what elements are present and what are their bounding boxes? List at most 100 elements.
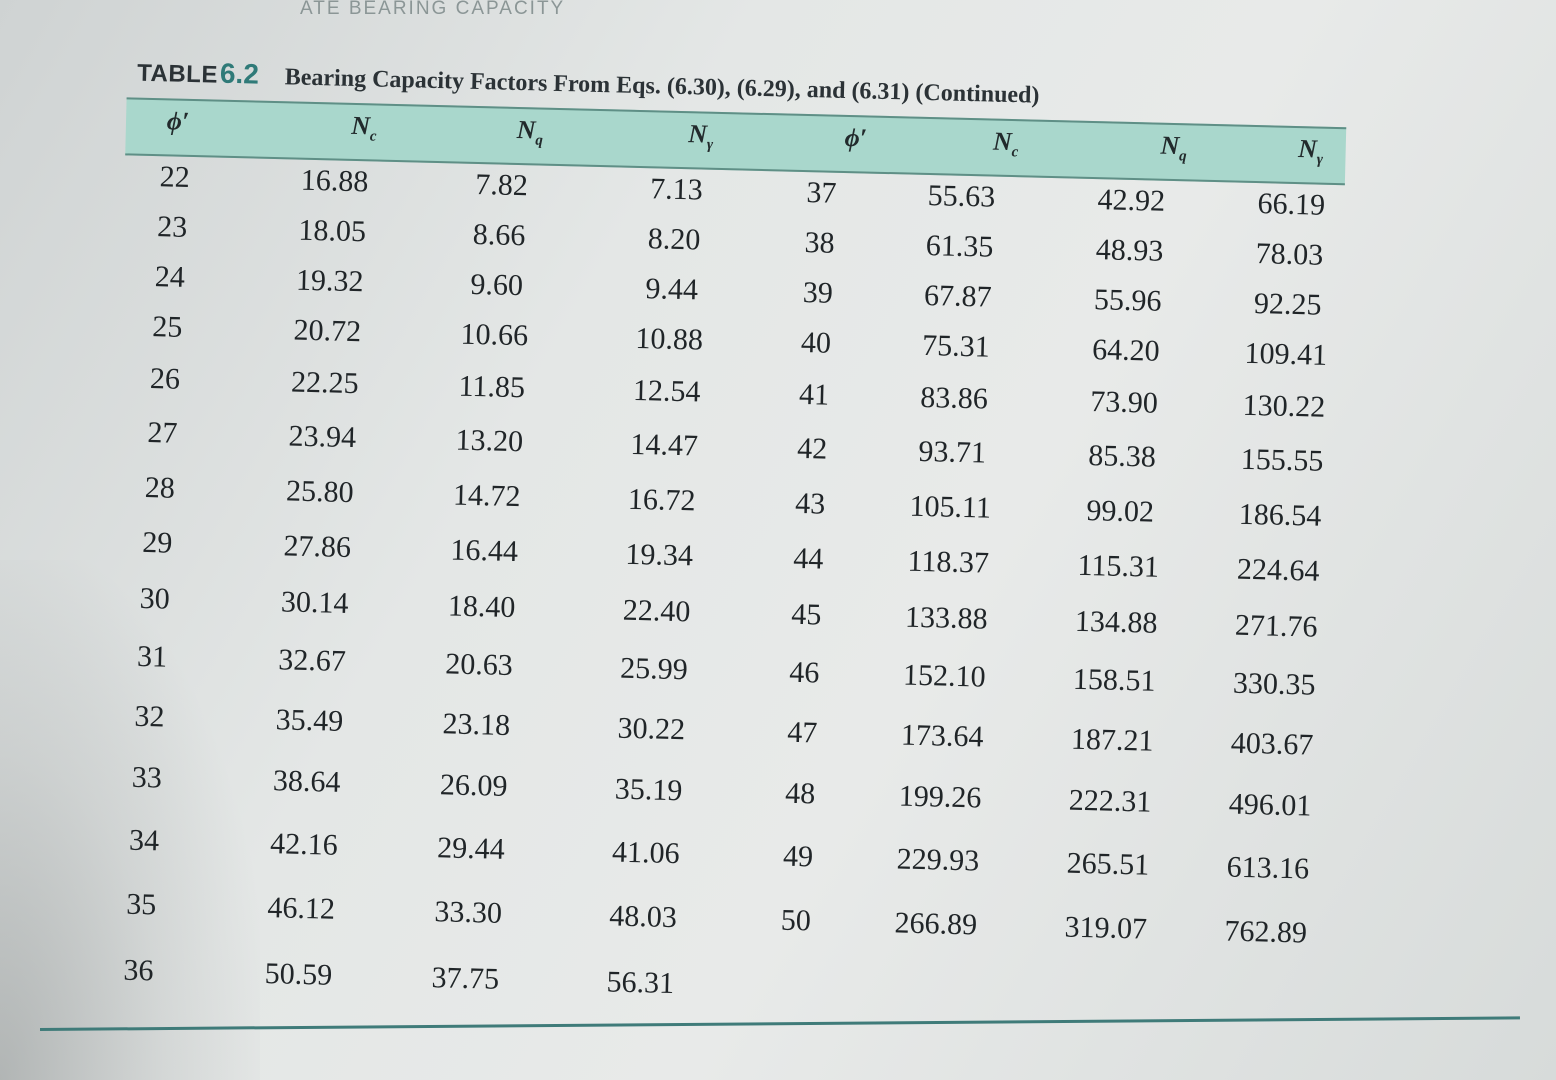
table-cell-nc: 38.64: [272, 764, 341, 799]
table-cell-nq: 11.85: [458, 369, 526, 405]
table-cell-phi: 34: [128, 823, 160, 858]
table-cell-phi2: 38: [804, 226, 836, 260]
table-cell-ng: 56.31: [606, 965, 675, 1001]
header-ngamma-2: Nγ: [1297, 134, 1324, 168]
table-cell-nc2: 266.89: [894, 906, 978, 942]
table-cell-nc2: 55.63: [927, 179, 996, 214]
table-cell-ng: 9.44: [645, 272, 699, 307]
table-cell-nc: 19.32: [295, 263, 364, 299]
table-cell-nc: 23.94: [288, 419, 357, 455]
table-cell-nc: 22.25: [290, 365, 360, 401]
table-cell-nq: 20.63: [444, 647, 514, 683]
table-cell-phi2: 46: [788, 655, 820, 690]
table-cell-phi: 28: [144, 470, 176, 505]
table-cell-ng: 30.22: [617, 711, 686, 747]
table-cell-ng2: 224.64: [1236, 552, 1320, 588]
table-cell-nq: 23.18: [442, 707, 511, 742]
table-cell-nc: 50.59: [264, 957, 333, 992]
table-cell-nc: 18.05: [298, 213, 367, 249]
table-cell-nq2: 319.07: [1064, 910, 1148, 946]
table-cell-phi: 36: [123, 953, 154, 988]
table-cell-nq2: 115.31: [1077, 548, 1160, 584]
table-cell-ng: 41.06: [611, 835, 681, 871]
table-cell-ng: 7.13: [649, 172, 704, 207]
table-cell-nc2: 118.37: [907, 544, 990, 580]
table-cell-nc2: 152.10: [902, 658, 986, 694]
table-cell-phi: 27: [147, 416, 178, 450]
table-sheet: TABLE6.2 Bearing Capacity Factors From Eq…: [70, 40, 1370, 1000]
table-cell-nc2: 105.11: [909, 489, 992, 525]
header-phi-2: ϕ′: [844, 122, 868, 153]
table-cell-nq2: 187.21: [1070, 722, 1154, 758]
table-cell-phi2: 45: [790, 597, 822, 632]
table-cell-ng: 12.54: [632, 373, 701, 409]
table-cell-nq: 37.75: [431, 961, 500, 996]
table-cell-nq: 8.66: [472, 217, 526, 253]
table-cell-nq: 13.20: [455, 423, 524, 459]
table-cell-nq: 9.60: [470, 267, 524, 303]
table-cell-ng2: 496.01: [1228, 787, 1312, 823]
table-cell-ng: 35.19: [614, 772, 683, 808]
table-cell-phi: 26: [149, 362, 181, 396]
table-cell-ng2: 271.76: [1234, 608, 1318, 644]
table-cell-nq: 33.30: [434, 895, 503, 930]
table-cell-nc: 27.86: [283, 529, 352, 565]
table-cell-ng: 14.47: [630, 427, 699, 463]
table-cell-nc2: 61.35: [925, 228, 994, 264]
table-cell-phi: 32: [134, 699, 165, 734]
table-cell-nq2: 73.90: [1089, 385, 1159, 420]
table-cell-ng: 48.03: [608, 899, 678, 935]
table-cell-ng2: 155.55: [1240, 442, 1324, 478]
table-cell-ng2: 762.89: [1224, 914, 1308, 950]
table-cell-nq: 18.40: [447, 589, 516, 625]
table-cell-ng2: 613.16: [1226, 850, 1310, 886]
table-cell-nc: 32.67: [277, 643, 347, 678]
table-cell-ng2: 92.25: [1253, 287, 1322, 322]
table-cell-phi: 33: [131, 760, 163, 795]
table-cell-nq2: 42.92: [1097, 183, 1166, 218]
table-cell-nq: 26.09: [439, 768, 508, 803]
header-nc-2: Nc: [992, 126, 1019, 161]
table-cell-nq2: 64.20: [1091, 333, 1161, 368]
table-cell-phi2: 49: [782, 839, 814, 874]
table-cell-phi2: 47: [786, 715, 818, 750]
table-cell-nq2: 134.88: [1074, 604, 1158, 640]
table-cell-nq2: 85.38: [1087, 439, 1157, 474]
table-cell-nc2: 93.71: [918, 434, 987, 470]
table-cell-nc: 30.14: [280, 585, 349, 620]
table-cell-phi: 25: [152, 310, 183, 344]
table-cell-nc: 20.72: [293, 313, 362, 349]
table-cell-nq2: 222.31: [1068, 783, 1152, 819]
table-cell-nc2: 133.88: [904, 600, 988, 636]
table-cell-phi2: 39: [802, 275, 834, 310]
table-cell-phi: 35: [125, 887, 157, 922]
table-cell-phi2: 44: [792, 541, 824, 576]
table-cell-nc2: 229.93: [896, 842, 980, 878]
table-cell-ng: 22.40: [622, 593, 691, 629]
table-cell-phi: 30: [139, 581, 171, 616]
table-cell-ng: 10.88: [635, 321, 704, 357]
table-cell-ng: 25.99: [619, 651, 689, 687]
table-cell-phi: 29: [141, 525, 173, 560]
header-nq-2: Nq: [1160, 130, 1187, 165]
table-cell-nq2: 48.93: [1095, 233, 1164, 268]
table-cell-ng: 8.20: [647, 222, 701, 257]
table-cell-phi2: 50: [780, 903, 812, 938]
table-cell-phi2: 42: [796, 431, 828, 466]
table-cell-nq: 16.44: [450, 533, 519, 569]
bottom-rule: [40, 1016, 1520, 1031]
table-cell-nc2: 199.26: [898, 779, 982, 815]
table-cell-ng2: 78.03: [1255, 237, 1324, 272]
table-cell-phi: 23: [156, 210, 188, 244]
table-cell-nq: 29.44: [436, 831, 506, 866]
table-cell-ng2: 186.54: [1238, 497, 1322, 533]
table-cell-phi: 31: [136, 639, 168, 674]
table-cell-nc2: 75.31: [921, 328, 991, 364]
table-cell-nq: 14.72: [452, 478, 521, 514]
header-phi: ϕ′: [166, 106, 190, 136]
table-cell-phi2: 41: [798, 377, 830, 412]
table-cell-phi2: 43: [794, 486, 826, 521]
table-cell-phi: 22: [159, 160, 191, 194]
table-cell-ng2: 330.35: [1232, 666, 1316, 702]
table-cell-nc2: 173.64: [900, 718, 984, 754]
